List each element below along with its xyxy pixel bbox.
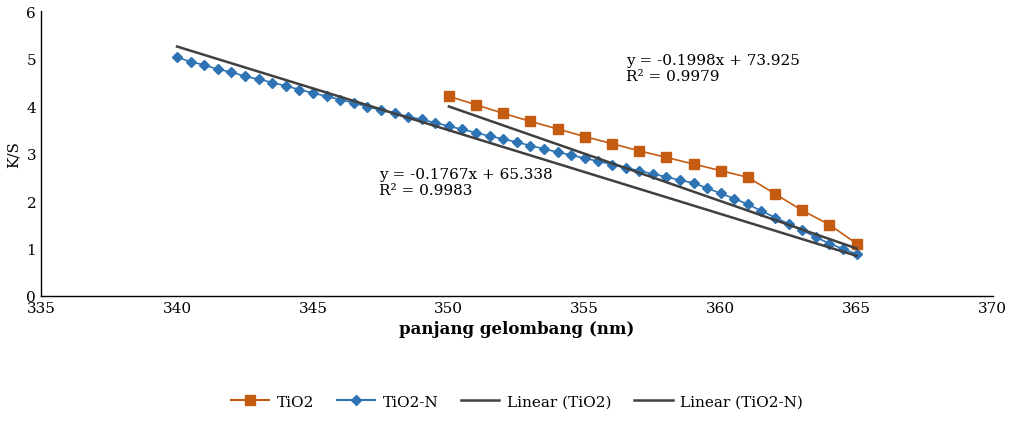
TiO2 xyxy=(823,223,836,228)
Linear (TiO2-N) xyxy=(171,45,184,50)
Text: y = -0.1767x + 65.338
R² = 0.9983: y = -0.1767x + 65.338 R² = 0.9983 xyxy=(379,168,553,198)
Y-axis label: K/S: K/S xyxy=(7,141,21,168)
Text: y = -0.1998x + 73.925
R² = 0.9979: y = -0.1998x + 73.925 R² = 0.9979 xyxy=(627,54,800,84)
TiO2 xyxy=(552,127,564,132)
Legend: TiO2, TiO2-N, Linear (TiO2), Linear (TiO2-N): TiO2, TiO2-N, Linear (TiO2), Linear (TiO… xyxy=(224,389,809,415)
TiO2-N xyxy=(320,95,333,100)
TiO2 xyxy=(660,155,672,161)
TiO2 xyxy=(769,192,781,197)
Line: TiO2-N: TiO2-N xyxy=(173,54,861,258)
TiO2 xyxy=(497,111,509,117)
TiO2-N xyxy=(620,166,632,171)
Line: Linear (TiO2): Linear (TiO2) xyxy=(449,107,857,249)
Linear (TiO2-N) xyxy=(851,254,863,259)
TiO2-N xyxy=(171,56,184,61)
TiO2 xyxy=(742,175,754,180)
TiO2 xyxy=(851,241,863,247)
TiO2 xyxy=(579,134,591,140)
TiO2 xyxy=(469,103,482,108)
TiO2 xyxy=(715,169,727,174)
TiO2-N xyxy=(851,252,863,257)
TiO2 xyxy=(633,149,645,154)
TiO2-N xyxy=(388,111,401,117)
TiO2 xyxy=(796,208,808,214)
Line: Linear (TiO2-N): Linear (TiO2-N) xyxy=(177,47,857,256)
TiO2 xyxy=(443,95,455,100)
X-axis label: panjang gelombang (nm): panjang gelombang (nm) xyxy=(400,321,635,337)
Line: TiO2: TiO2 xyxy=(444,92,862,249)
TiO2 xyxy=(687,162,700,167)
TiO2 xyxy=(524,120,536,125)
TiO2-N xyxy=(660,175,672,180)
TiO2-N xyxy=(837,247,849,252)
Linear (TiO2) xyxy=(851,246,863,251)
TiO2 xyxy=(606,142,619,147)
Linear (TiO2) xyxy=(443,105,455,110)
TiO2-N xyxy=(375,108,387,113)
